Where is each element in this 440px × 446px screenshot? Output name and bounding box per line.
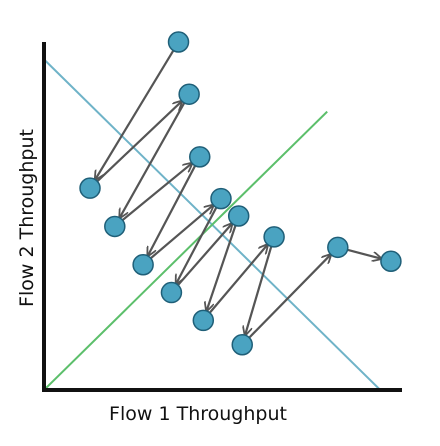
arrow-9 [207, 225, 237, 310]
data-point-7 [132, 253, 154, 276]
data-point-8 [227, 205, 250, 227]
y-axis-label: Flow 2 Throughput [16, 129, 38, 307]
arrow-4 [121, 164, 192, 221]
arrow-path [96, 49, 381, 339]
data-point-3 [79, 177, 101, 199]
data-point-13 [231, 334, 253, 356]
arrow-5 [148, 165, 197, 255]
data-point-2 [178, 83, 200, 105]
data-point-12 [327, 236, 349, 259]
arrow-8 [177, 224, 231, 286]
arrow-12 [248, 255, 330, 339]
arrow-10 [208, 245, 267, 314]
arrow-1 [96, 49, 175, 179]
arrow-7 [177, 206, 218, 282]
data-point-6 [210, 187, 232, 210]
fairness-line [43, 110, 328, 391]
arrow-11 [245, 246, 273, 334]
guide-lines [43, 58, 382, 391]
arrow-3 [120, 102, 186, 217]
data-point-10 [263, 226, 285, 248]
arrow-6 [150, 206, 213, 260]
data-points [79, 31, 402, 356]
data-point-14 [380, 250, 402, 272]
data-point-11 [192, 309, 215, 332]
data-point-5 [104, 215, 126, 238]
data-point-1 [167, 31, 190, 53]
x-axis-label: Flow 1 Throughput [109, 403, 287, 425]
arrow-2 [96, 102, 181, 183]
arrow-13 [347, 248, 380, 259]
data-point-4 [189, 146, 211, 168]
data-point-9 [160, 281, 183, 304]
axes [42, 42, 402, 392]
